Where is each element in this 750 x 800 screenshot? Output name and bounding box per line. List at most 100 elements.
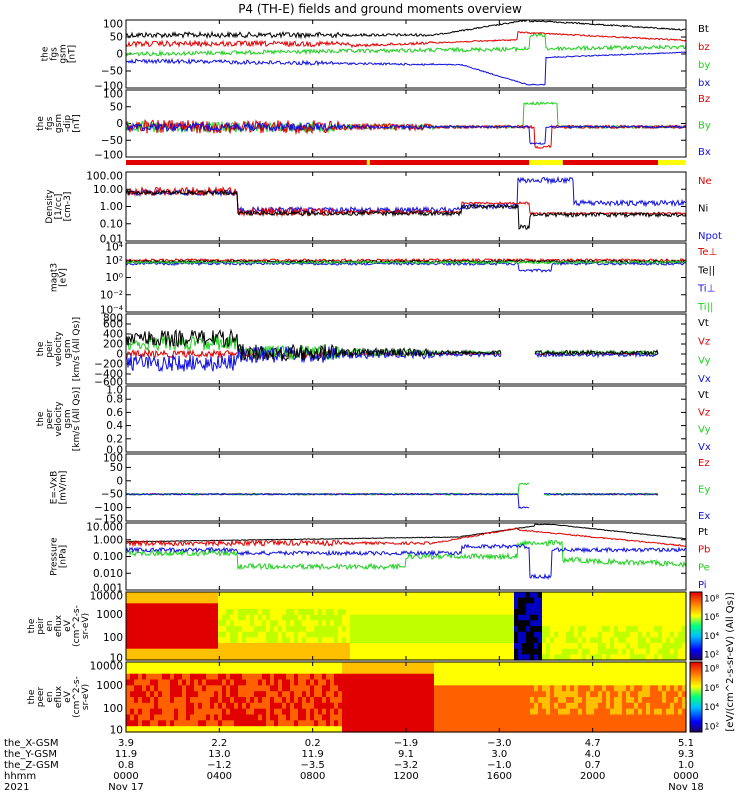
spectrogram-cell — [218, 667, 223, 675]
spectrogram-cell — [550, 626, 555, 633]
ylabel-line: magt3 — [50, 263, 60, 292]
spectrogram-cell — [138, 614, 143, 621]
panel-3-data — [125, 175, 687, 230]
spectrogram-cell — [134, 631, 139, 638]
spectrogram-cell — [286, 620, 291, 627]
spectrogram-cell — [194, 603, 199, 610]
spectrogram-cell — [382, 720, 387, 727]
spectrogram-cell — [334, 648, 339, 655]
spectrogram-cell — [474, 597, 479, 604]
spectrogram-cell — [650, 637, 655, 644]
spectrogram-cell — [398, 648, 403, 655]
spectrogram-cell — [366, 662, 371, 669]
spectrogram-cell — [358, 720, 363, 727]
spectrogram-cell — [266, 708, 271, 716]
spectrogram-cell — [614, 679, 619, 686]
spectrogram-cell — [274, 603, 279, 610]
spectrogram-cell — [174, 620, 179, 627]
spectrogram-cell — [286, 603, 291, 610]
spectrogram-cell — [258, 614, 263, 621]
panel-6-ylabel: the peer velocity gsm [km/s (All Qs)] — [36, 387, 82, 451]
spectrogram-cell — [594, 714, 599, 721]
y-tick-label: −50 — [101, 489, 123, 501]
spectrogram-cell — [602, 597, 607, 604]
spectrogram-cell — [146, 603, 151, 610]
spectrogram-cell — [602, 714, 607, 721]
spectrogram-cell — [130, 673, 135, 681]
spectrogram-cell — [422, 667, 427, 675]
spectrogram-cell — [622, 726, 627, 733]
spectrogram-cell — [306, 697, 311, 704]
spectrogram-cell — [142, 603, 147, 610]
spectrogram-cell — [238, 592, 243, 599]
spectrogram-cell — [642, 609, 647, 616]
spectrogram-cell — [638, 597, 643, 604]
spectrogram-cell — [366, 720, 371, 727]
spectrogram-cell — [574, 603, 579, 610]
spectrogram-cell — [538, 702, 543, 710]
spectrogram-cell — [406, 614, 411, 621]
spectrogram-cell — [534, 648, 539, 655]
spectrogram-cell — [270, 662, 275, 669]
spectrogram-cell — [222, 702, 227, 710]
spectrogram-cell — [326, 597, 331, 604]
spectrogram-cell — [662, 592, 667, 599]
spectrogram-cell — [658, 714, 663, 721]
legend-Vt: Vt — [698, 390, 709, 401]
spectrogram-cell — [646, 679, 651, 686]
spectrogram-cell — [474, 631, 479, 638]
spectrogram-cell — [446, 637, 451, 644]
spectrogram-cell — [646, 714, 651, 721]
spectrogram-cell — [530, 609, 535, 616]
spectrogram-cell — [418, 609, 423, 616]
spectrogram-cell — [646, 691, 651, 698]
spectrogram-cell — [550, 654, 555, 661]
spectrogram-cell — [166, 654, 171, 661]
spectrogram-cell — [182, 592, 187, 599]
spectrogram-cell — [674, 673, 679, 681]
series-Ti-par — [125, 259, 687, 265]
spectrogram-cell — [586, 685, 591, 692]
spectrogram-cell — [338, 603, 343, 610]
spectrogram-cell — [286, 597, 291, 604]
spectrogram-cell — [178, 708, 183, 716]
spectrogram-cell — [522, 654, 527, 661]
spectrogram-cell — [266, 726, 271, 733]
spectrogram-cell — [502, 662, 507, 669]
spectrogram-cell — [510, 597, 515, 604]
spectrogram-cell — [338, 679, 343, 686]
spectrogram-cell — [438, 643, 443, 650]
spectrogram-cell — [678, 673, 683, 681]
spectrogram-cell — [474, 609, 479, 616]
spectrogram-cell — [470, 685, 475, 692]
spectrogram-cell — [138, 643, 143, 650]
ylabel-line: [nT] — [72, 114, 82, 132]
spectrogram-cell — [454, 662, 459, 669]
spectrogram-cell — [646, 626, 651, 633]
spectrogram-cell — [186, 714, 191, 721]
spectrogram-cell — [142, 667, 147, 675]
spectrogram-cell — [210, 697, 215, 704]
spectrogram-cell — [662, 597, 667, 604]
spectrogram-cell — [574, 726, 579, 733]
spectrogram-cell — [618, 708, 623, 716]
spectrogram-cell — [498, 708, 503, 716]
spectrogram-cell — [642, 614, 647, 621]
spectrogram-cell — [650, 597, 655, 604]
spectrogram-cell — [314, 648, 319, 655]
spectrogram-cell — [390, 603, 395, 610]
spectrogram-cell — [466, 697, 471, 704]
spectrogram-cell — [142, 609, 147, 616]
spectrogram-cell — [254, 597, 259, 604]
spectrogram-cell — [250, 714, 255, 721]
spectrogram-cell — [298, 626, 303, 633]
spectrogram-cell — [338, 702, 343, 710]
spectrogram-cell — [478, 609, 483, 616]
spectrogram-cell — [286, 673, 291, 681]
spectrogram-cell — [546, 726, 551, 733]
spectrogram-cell — [342, 691, 347, 698]
spectrogram-cell — [466, 643, 471, 650]
spectrogram-cell — [374, 626, 379, 633]
spectrogram-cell — [326, 691, 331, 698]
spectrogram-cell — [682, 592, 687, 599]
